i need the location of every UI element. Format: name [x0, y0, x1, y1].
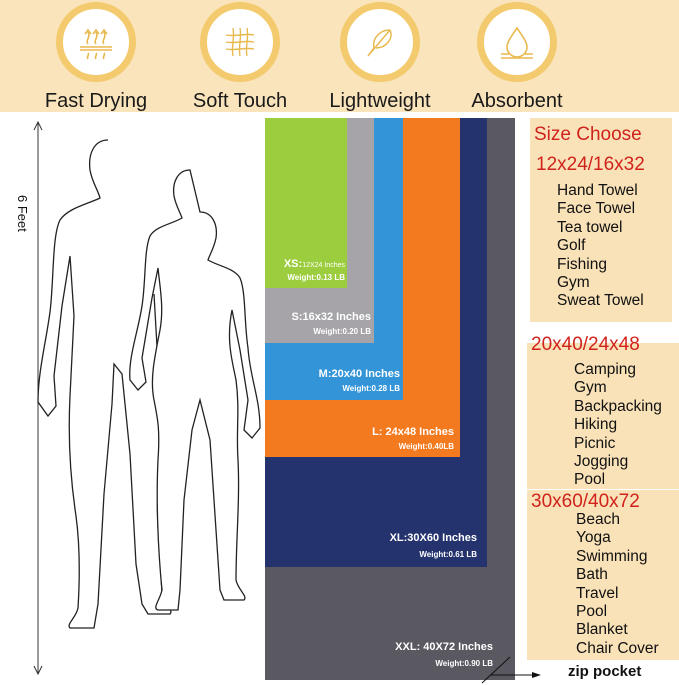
use-item: Travel — [576, 584, 619, 602]
size-group-uses: Beach Yoga Swimming Bath Travel Pool Bla… — [576, 511, 659, 658]
towel-size-label: M:20x40 Inches — [318, 368, 400, 380]
towel-weight-label: Weight:0.28 LB — [342, 384, 400, 393]
feather-icon — [367, 29, 392, 57]
water-drop-icon — [501, 26, 533, 59]
towel-weight-label: Weight:0.90 LB — [435, 659, 493, 668]
feature-soft-touch: Soft Touch — [175, 2, 305, 113]
towel-weight-label: Weight:0.13 LB — [287, 273, 345, 282]
female-figure-outline — [129, 169, 261, 611]
use-item: Picnic — [574, 434, 616, 452]
use-item: Hand Towel — [557, 182, 638, 199]
size-group-box-3 — [527, 490, 679, 660]
towel-xs: XS:12X24 Inches Weight:0.13 LB — [265, 118, 347, 288]
use-item: Swimming — [576, 547, 648, 565]
feature-fast-drying: Fast Drying — [31, 2, 161, 113]
use-item: Face Towel — [557, 200, 636, 218]
towel-size-label: XXL: 40X72 Inches — [395, 641, 493, 653]
heat-waves-icon — [80, 28, 112, 60]
male-figure-outline — [37, 139, 172, 629]
towel-weight-label: Weight:0.20 LB — [313, 327, 371, 336]
mesh-fabric-icon — [225, 27, 255, 57]
use-item: Hiking — [574, 416, 618, 434]
size-group-heading: 20x40/24x48 — [531, 334, 640, 355]
use-item: Camping — [574, 361, 637, 378]
use-item: Bath — [576, 566, 608, 584]
use-item: Beach — [576, 511, 620, 528]
feature-label: Lightweight — [329, 90, 431, 112]
size-group-box-2 — [527, 343, 679, 489]
use-item: Gym — [574, 379, 607, 397]
use-item: Backpacking — [574, 397, 662, 415]
use-item: Blanket — [576, 621, 628, 639]
towel-size-label: XL:30X60 Inches — [389, 532, 477, 544]
size-panel-title: Size Choose — [534, 124, 642, 145]
towel-size-prefix: XS: — [283, 258, 303, 270]
towel-weight-label: Weight:0.40LB — [398, 442, 454, 451]
feature-label: Soft Touch — [192, 90, 288, 112]
towel-size-label: S:16x32 Inches — [291, 311, 372, 323]
feature-absorbent: Absorbent — [452, 2, 582, 113]
zip-pocket-label: zip pocket — [568, 663, 642, 680]
use-item: Pool — [576, 603, 608, 621]
use-item: Sweat Towel — [557, 292, 644, 310]
use-item: Chair Cover — [576, 639, 659, 657]
size-group-heading: 30x60/40x72 — [531, 491, 640, 512]
use-item: Jogging — [574, 453, 629, 471]
size-group-uses: Hand Towel Face Towel Tea towel Golf Fis… — [557, 182, 644, 311]
zip-pocket-arrow — [481, 656, 541, 684]
height-label: 6 Feet — [15, 195, 30, 232]
use-item: Tea towel — [557, 218, 623, 236]
size-group-box-1 — [530, 118, 672, 322]
towel-weight-label: Weight:0.61 LB — [419, 550, 477, 559]
feature-label: Absorbent — [471, 90, 563, 112]
use-item: Fishing — [557, 255, 607, 273]
feature-lightweight: Lightweight — [315, 2, 445, 113]
use-item: Gym — [557, 274, 590, 292]
size-group-heading: 12x24/16x32 — [536, 154, 645, 175]
use-item: Yoga — [576, 529, 611, 547]
towel-size-label: 12X24 Inches — [302, 262, 345, 269]
feature-label: Fast Drying — [44, 90, 148, 112]
human-silhouettes — [33, 120, 261, 676]
towel-size-label: L: 24x48 Inches — [372, 426, 454, 438]
use-item: Golf — [557, 237, 586, 255]
size-group-uses: Camping Gym Backpacking Hiking Picnic Jo… — [574, 361, 662, 490]
use-item: Pool — [574, 471, 606, 489]
